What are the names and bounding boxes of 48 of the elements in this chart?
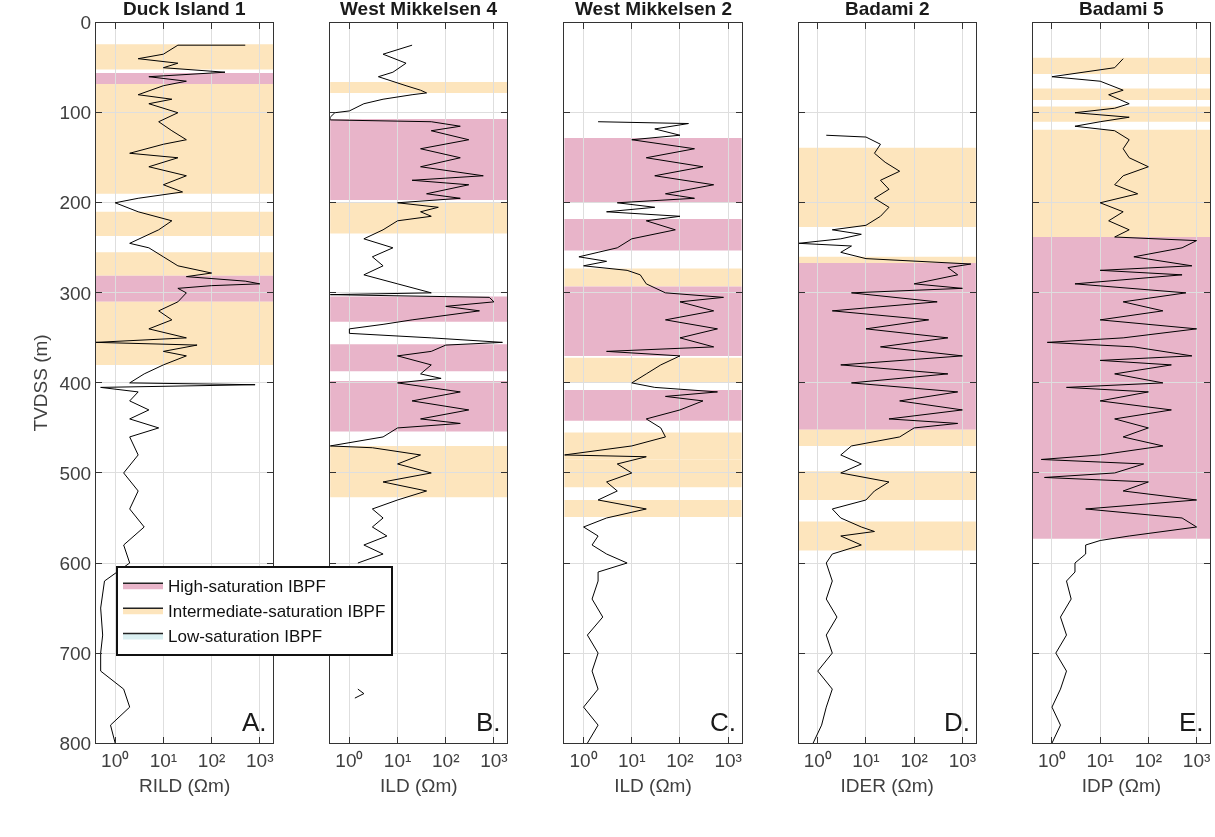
x-axis-title: IDER (Ωm) xyxy=(840,774,934,796)
x-tick-label: 10² xyxy=(1134,749,1163,771)
x-tick-label: 10² xyxy=(432,749,460,771)
annotation: B. xyxy=(476,707,501,737)
chart-title: West Mikkelsen 4 xyxy=(340,0,498,19)
x-tick-label: 10¹ xyxy=(383,749,412,771)
annotation: E. xyxy=(1179,707,1204,737)
x-axis-title: ILD (Ωm) xyxy=(380,774,458,796)
x-axis-title: RILD (Ωm) xyxy=(138,774,231,796)
x-tick-label: 10⁰ xyxy=(101,749,130,771)
x-axis-title: ILD (Ωm) xyxy=(614,774,692,796)
legend-label: Low-saturation IBPF xyxy=(168,627,323,647)
y-tick-label: 0 xyxy=(80,12,92,34)
x-tick-label: 10³ xyxy=(480,749,508,771)
x-tick-label: 10³ xyxy=(1182,749,1211,771)
x-tick-label: 10² xyxy=(900,749,928,771)
y-tick-label: 400 xyxy=(59,372,92,394)
annotation: D. xyxy=(944,707,970,737)
x-tick-label: 10⁰ xyxy=(569,749,598,771)
y-tick-label: 800 xyxy=(59,732,92,754)
annotation: C. xyxy=(710,707,736,737)
x-tick-label: 10² xyxy=(197,749,226,771)
y-tick-label: 300 xyxy=(59,282,92,304)
x-tick-label: 10¹ xyxy=(852,749,880,771)
y-tick-label: 600 xyxy=(59,552,92,574)
chart-title: West Mikkelsen 2 xyxy=(575,0,733,19)
chart-title: Badami 5 xyxy=(1079,0,1164,19)
x-tick-label: 10¹ xyxy=(618,749,646,771)
x-tick-label: 10² xyxy=(666,749,694,771)
chart-title: Duck Island 1 xyxy=(123,0,246,19)
y-tick-label: 100 xyxy=(59,102,92,124)
x-tick-label: 10¹ xyxy=(1086,749,1114,771)
y-tick-label: 500 xyxy=(59,462,92,484)
x-tick-label: 10³ xyxy=(948,749,977,771)
legend-label: Intermediate-saturation IBPF xyxy=(168,601,386,621)
x-tick-label: 10³ xyxy=(246,749,274,771)
x-tick-label: 10⁰ xyxy=(1037,749,1067,771)
x-tick-label: 10⁰ xyxy=(803,749,832,771)
chart-title: Badami 2 xyxy=(845,0,930,19)
x-axis-title: IDP (Ωm) xyxy=(1081,774,1162,796)
legend-label: High-saturation IBPF xyxy=(168,576,326,596)
y-tick-label: 700 xyxy=(59,642,92,664)
y-axis-title: TVDSS (m) xyxy=(30,334,52,432)
x-tick-label: 10³ xyxy=(714,749,742,771)
x-tick-label: 10¹ xyxy=(149,749,178,771)
annotation: A. xyxy=(242,707,267,737)
x-tick-label: 10⁰ xyxy=(335,749,364,771)
y-tick-label: 200 xyxy=(59,192,92,214)
